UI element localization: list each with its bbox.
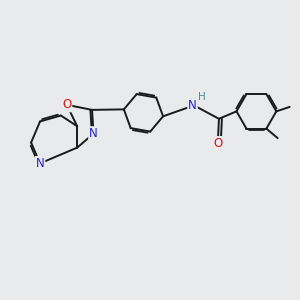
Text: N: N (89, 127, 98, 140)
Text: O: O (62, 98, 71, 111)
Text: N: N (36, 157, 44, 170)
Text: H: H (197, 92, 205, 102)
Text: N: N (188, 99, 197, 112)
Text: O: O (213, 137, 222, 150)
